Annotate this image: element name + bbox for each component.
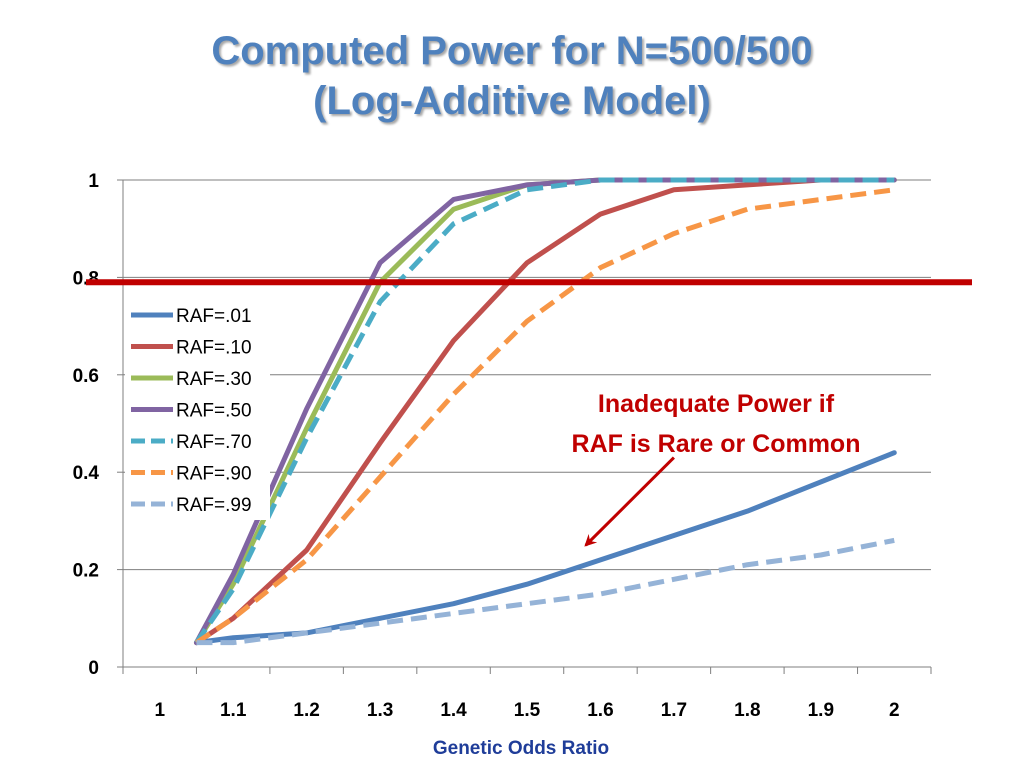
legend-label: RAF=.50	[176, 401, 252, 422]
x-tick-label: 1.5	[514, 700, 541, 721]
series-lines	[193, 177, 897, 646]
x-axis-label: Genetic Odds Ratio	[433, 738, 609, 759]
legend-label: RAF=.01	[176, 306, 252, 327]
chart-title-line1: Computed Power for N=500/500	[211, 29, 813, 73]
y-tick-label: 0.2	[73, 561, 99, 582]
annotation-arrow	[584, 456, 675, 547]
series-line-raf01	[193, 450, 897, 646]
annotation-line2: RAF is Rare or Common	[572, 430, 861, 458]
annotation-line1: Inadequate Power if	[598, 390, 835, 418]
y-tick-label: 0.6	[73, 366, 99, 387]
series-line-raf10	[193, 177, 897, 646]
legend-label: RAF=.90	[176, 464, 252, 485]
y-tick-label: 0	[88, 658, 99, 679]
x-tick-label: 1.4	[440, 700, 467, 721]
x-tick-label: 1.8	[734, 700, 760, 721]
legend-label: RAF=.99	[176, 495, 252, 516]
annotation: Inadequate Power if RAF is Rare or Common	[572, 390, 861, 547]
series-line-raf90	[195, 187, 895, 645]
legend: RAF=.01 RAF=.10 RAF=.30 RAF=.50 RAF=.70 RAF=.…	[125, 298, 270, 520]
legend-label: RAF=.30	[176, 369, 252, 390]
x-tick-label: 1.6	[587, 700, 613, 721]
series-line-raf70	[194, 177, 895, 645]
x-tick-label: 2	[889, 700, 900, 721]
legend-label: RAF=.70	[176, 432, 252, 453]
y-tick-label: 1	[88, 171, 99, 192]
y-tick-label: 0.8	[73, 268, 99, 289]
chart-title-line2: (Log-Additive Model)	[313, 79, 711, 123]
x-tick-label: 1.1	[220, 700, 247, 721]
legend-label: RAF=.10	[176, 338, 252, 359]
y-tick-label: 0.4	[73, 463, 100, 484]
x-tick-label: 1.3	[367, 700, 393, 721]
x-tick-label: 1	[154, 700, 165, 721]
x-tick-label: 1.7	[661, 700, 687, 721]
x-tick-label: 1.2	[293, 700, 319, 721]
x-tick-label: 1.9	[808, 700, 834, 721]
series-line-raf99	[196, 537, 895, 646]
chart-title: Computed Power for N=500/500 (Log-Additi…	[0, 26, 1024, 126]
